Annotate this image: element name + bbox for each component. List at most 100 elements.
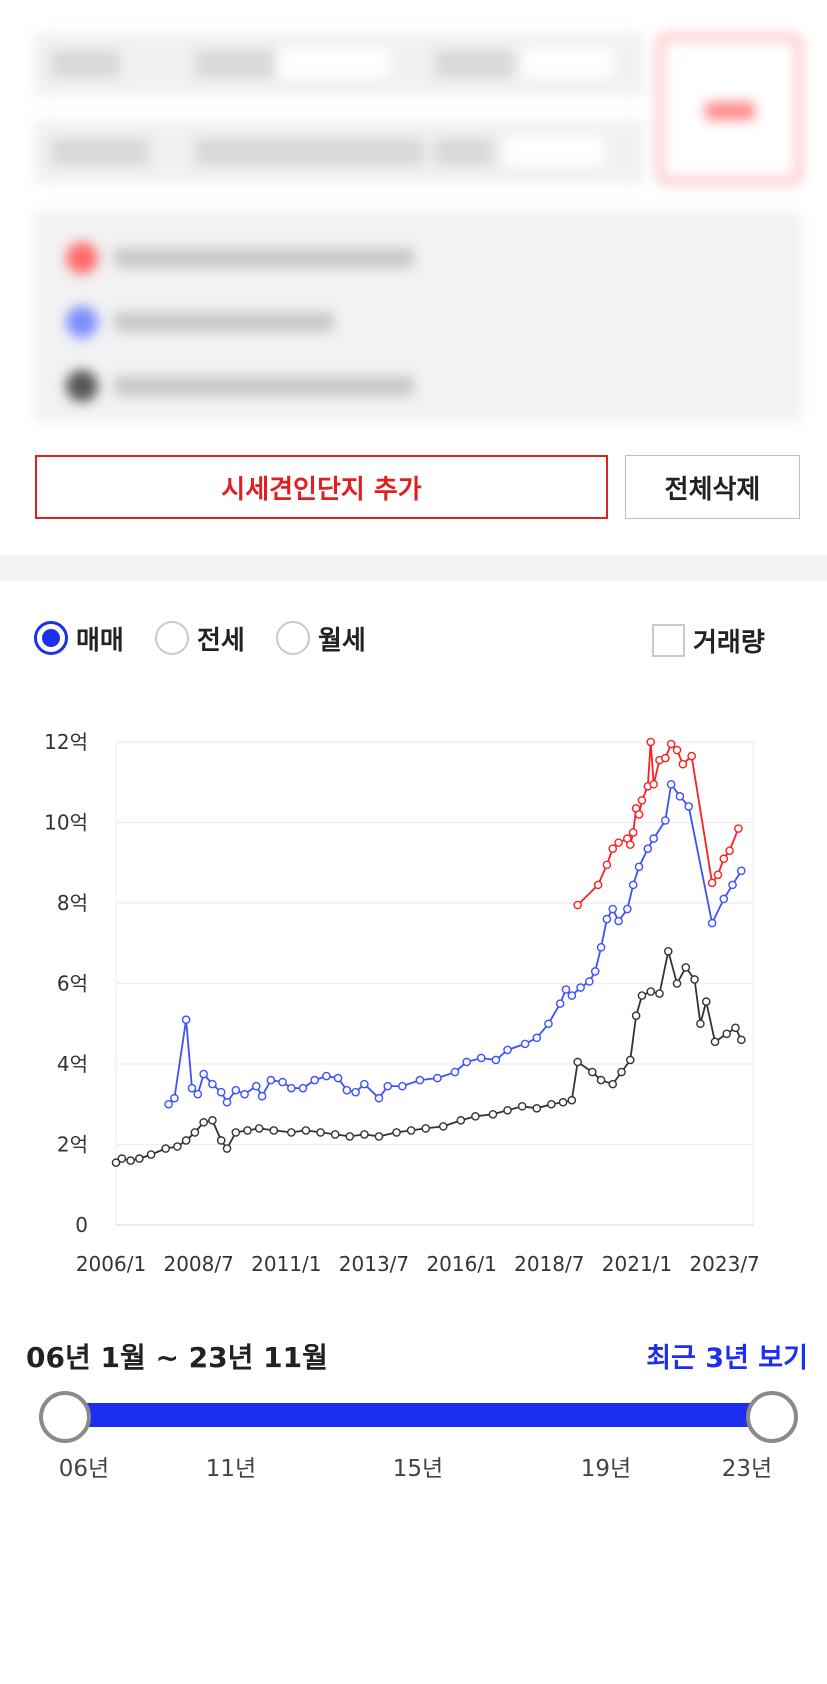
y-tick-label: 10억 [44,811,88,835]
filter-search-button[interactable] [657,34,802,184]
series-point-1 [623,904,632,914]
series-point-2 [421,1124,431,1133]
series-point-1 [322,1071,331,1081]
slider-tick-label: 19년 [580,1456,632,1482]
series-point-2 [731,1023,740,1033]
series-point-1 [383,1081,393,1091]
series-point-1 [193,1089,203,1099]
range-slider-start-handle[interactable] [39,1391,91,1443]
radio-jeonse[interactable]: 전세 [155,620,245,656]
series-point-0 [725,846,734,855]
series-point-2 [243,1126,252,1135]
series-point-2 [438,1122,448,1131]
radio-monthly-rent-circle [276,621,310,655]
series-point-0 [678,759,688,769]
radio-sale[interactable]: 매매 [34,620,124,656]
series-point-1 [476,1053,486,1063]
series-point-1 [628,880,638,890]
series-point-0 [672,745,682,755]
series-point-2 [216,1136,226,1145]
series-point-0 [666,739,676,749]
add-complex-button[interactable]: 시세견인단지 추가 [35,455,608,519]
series-point-2 [222,1144,232,1153]
series-point-1 [231,1085,241,1095]
series-point-2 [547,1099,556,1109]
legend-dot-red [66,242,98,274]
series-point-2 [360,1130,369,1139]
series-point-2 [301,1126,311,1135]
price-chart: 0 2억 4억 6억 8억 10억 12억 2006/1 2008/7 2011/1 2013/7 2… [44,730,760,1276]
x-tick-label: 2023/7 [689,1252,759,1276]
series-point-2 [690,975,699,984]
series-point-1 [602,914,612,924]
series-point-2 [392,1128,401,1137]
series-point-2 [558,1097,568,1107]
series-point-2 [567,1095,577,1105]
series-point-2 [406,1126,416,1135]
series-point-1 [351,1087,360,1097]
series-point-2 [663,946,673,956]
series-point-2 [637,991,647,1000]
series-point-1 [555,999,565,1008]
series-point-1 [596,942,606,952]
series-point-1 [164,1099,173,1109]
y-tick-label: 4억 [57,1052,88,1076]
range-slider-track[interactable] [64,1403,772,1427]
series-point-2 [696,1019,705,1029]
clear-all-button[interactable]: 전체삭제 [625,455,800,519]
y-tick-label: 0 [75,1213,88,1237]
series-point-2 [517,1101,527,1111]
series-point-2 [608,1079,618,1089]
radio-sale-label: 매매 [76,625,124,656]
series-point-1 [199,1069,208,1079]
range-slider-end-handle[interactable] [746,1391,798,1443]
series-point-2 [126,1156,135,1165]
x-tick-label: 2013/7 [339,1252,409,1276]
complex-legend-panel [34,212,802,422]
series-point-2 [173,1142,182,1151]
series-point-1 [684,802,694,811]
series-point-1 [251,1081,261,1091]
series-point-1 [170,1093,179,1103]
series-point-1 [532,1033,542,1043]
series-point-1 [576,983,585,992]
series-point-0 [634,810,644,819]
series-point-0 [614,838,623,847]
series-point-2 [111,1158,121,1167]
series-point-2 [672,979,682,988]
series-point-2 [596,1075,606,1085]
recent-3-years-link[interactable]: 최근 3년 보기 [646,1343,808,1374]
x-tick-label: 2021/1 [602,1252,672,1276]
x-tick-label: 2008/7 [163,1252,233,1276]
series-point-2 [345,1132,355,1141]
filter-row-2 [34,120,644,184]
series-point-1 [398,1081,407,1091]
series-point-1 [360,1079,369,1089]
series-point-1 [287,1083,296,1093]
date-range-text: 06년 1월 ~ 23년 11월 [26,1341,328,1374]
series-point-1 [503,1045,512,1055]
series-point-1 [614,916,623,926]
y-tick-label: 6억 [57,972,88,996]
series-point-1 [585,977,594,986]
series-point-1 [216,1087,226,1097]
slider-tick-label: 23년 [721,1456,773,1482]
series-point-1 [450,1067,460,1077]
series-point-2 [655,989,664,998]
radio-monthly-rent[interactable]: 월세 [276,620,366,656]
series-point-2 [737,1035,746,1045]
series-point-1 [719,894,729,904]
series-point-0 [687,751,696,761]
volume-checkbox[interactable]: 거래량 [652,622,765,658]
series-point-2 [701,997,711,1006]
legend-dot-blue [66,306,98,338]
series-point-1 [520,1039,530,1049]
series-point-2 [190,1128,200,1137]
series-point-0 [602,860,612,870]
series-point-2 [587,1067,597,1077]
series-point-2 [135,1154,144,1163]
series-point-2 [199,1118,208,1127]
series-point-1 [675,792,685,801]
series-point-1 [222,1097,232,1107]
series-point-2 [625,1055,635,1065]
